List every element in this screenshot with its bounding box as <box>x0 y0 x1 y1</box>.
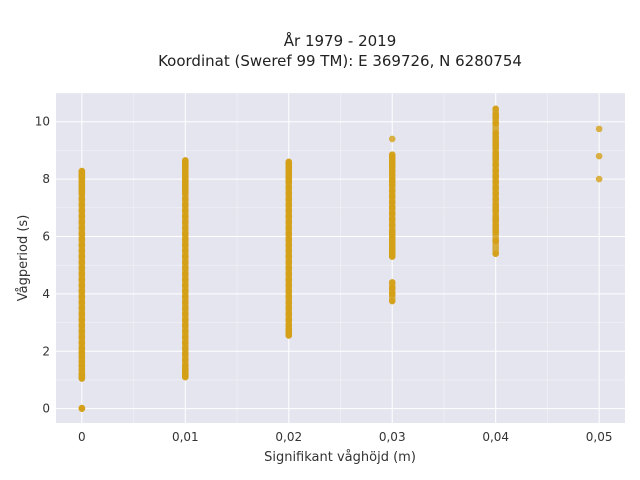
chart-subtitle: Koordinat (Sweref 99 TM): E 369726, N 62… <box>158 52 522 70</box>
y-tick-label: 2 <box>42 344 50 358</box>
x-axis-label: Signifikant våghöjd (m) <box>264 450 416 465</box>
data-point <box>388 135 396 143</box>
y-tick-label: 10 <box>35 115 50 129</box>
y-tick-label: 0 <box>42 402 50 416</box>
x-tick-label: 0,03 <box>379 430 406 444</box>
x-tick-label: 0,04 <box>482 430 509 444</box>
data-points <box>78 105 603 412</box>
y-tick-label: 4 <box>42 287 50 301</box>
y-tick-label: 8 <box>42 172 50 186</box>
x-tick-label: 0,01 <box>172 430 199 444</box>
data-point <box>595 125 603 133</box>
x-tick-label: 0,02 <box>275 430 302 444</box>
data-point <box>595 152 603 160</box>
y-axis-label: Vågperiod (s) <box>16 215 31 302</box>
x-tick-label: 0,05 <box>586 430 613 444</box>
data-point <box>595 175 603 183</box>
x-tick-label: 0 <box>78 430 86 444</box>
tick-labels: 0 2 4 6 8 10 0 0,01 0,02 0,03 0,04 0,05 <box>35 115 613 444</box>
y-tick-label: 6 <box>42 229 50 243</box>
chart-title: År 1979 - 2019 <box>284 31 397 50</box>
